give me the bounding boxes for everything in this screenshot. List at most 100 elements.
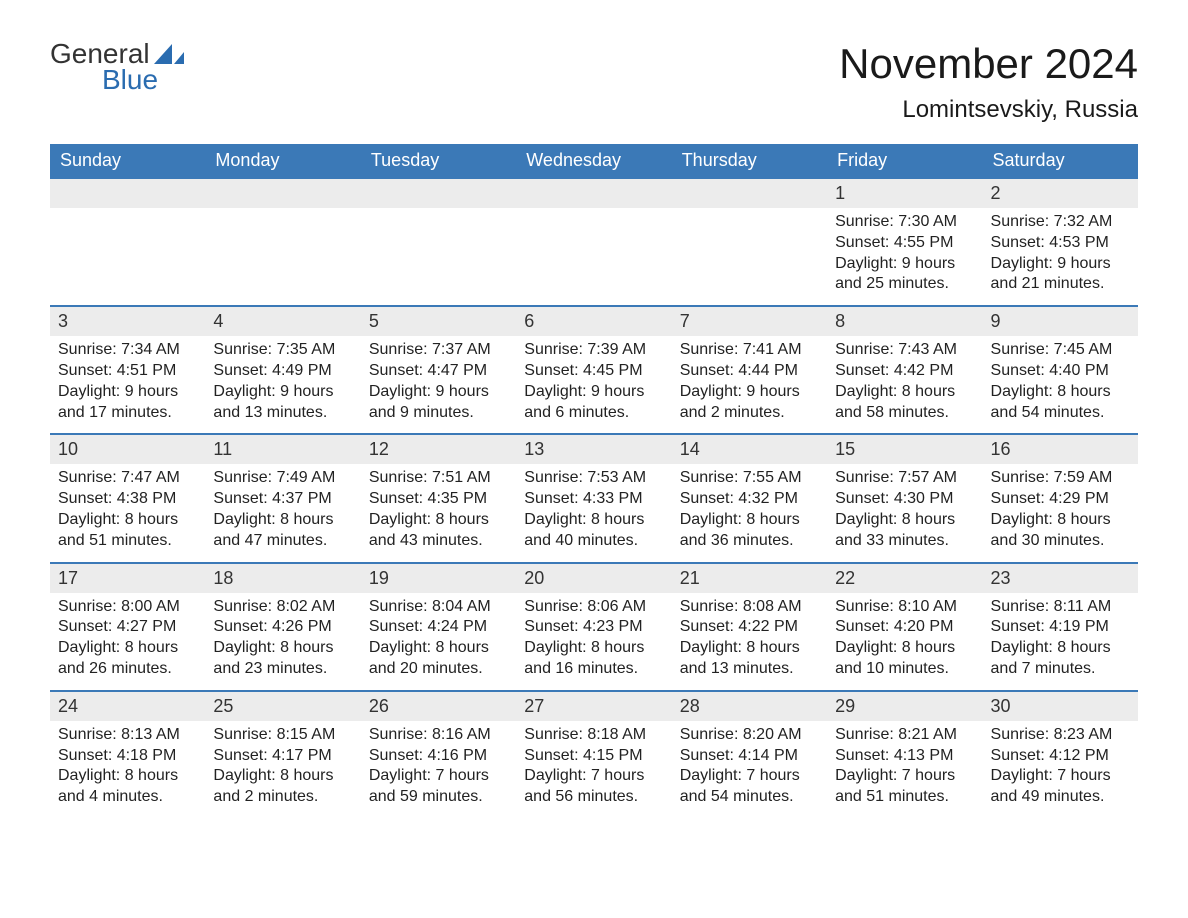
day-body: Sunrise: 8:15 AMSunset: 4:17 PMDaylight:… [205,721,360,818]
day-number: 14 [672,435,827,464]
day-body: Sunrise: 7:53 AMSunset: 4:33 PMDaylight:… [516,464,671,561]
day-d1: Daylight: 8 hours [369,638,508,659]
day-cell: 23Sunrise: 8:11 AMSunset: 4:19 PMDayligh… [983,563,1138,691]
day-d2: and 2 minutes. [680,403,819,424]
day-body: Sunrise: 8:21 AMSunset: 4:13 PMDaylight:… [827,721,982,818]
day-d2: and 16 minutes. [524,659,663,680]
day-body: Sunrise: 7:34 AMSunset: 4:51 PMDaylight:… [50,336,205,433]
day-sunset: Sunset: 4:51 PM [58,361,197,382]
day-sunrise: Sunrise: 8:00 AM [58,597,197,618]
day-sunset: Sunset: 4:22 PM [680,617,819,638]
day-d2: and 9 minutes. [369,403,508,424]
day-sunset: Sunset: 4:42 PM [835,361,974,382]
day-d1: Daylight: 8 hours [835,382,974,403]
day-d2: and 56 minutes. [524,787,663,808]
day-body: Sunrise: 8:20 AMSunset: 4:14 PMDaylight:… [672,721,827,818]
day-d1: Daylight: 8 hours [524,510,663,531]
empty-cell [516,178,671,306]
day-d1: Daylight: 8 hours [680,510,819,531]
day-body: Sunrise: 7:30 AMSunset: 4:55 PMDaylight:… [827,208,982,305]
day-d2: and 54 minutes. [991,403,1130,424]
day-d1: Daylight: 7 hours [524,766,663,787]
day-d2: and 58 minutes. [835,403,974,424]
day-number-empty [361,179,516,208]
day-sunrise: Sunrise: 8:10 AM [835,597,974,618]
day-sunrise: Sunrise: 8:13 AM [58,725,197,746]
day-cell: 22Sunrise: 8:10 AMSunset: 4:20 PMDayligh… [827,563,982,691]
day-sunset: Sunset: 4:33 PM [524,489,663,510]
day-number-empty [672,179,827,208]
day-body: Sunrise: 8:06 AMSunset: 4:23 PMDaylight:… [516,593,671,690]
day-cell: 9Sunrise: 7:45 AMSunset: 4:40 PMDaylight… [983,306,1138,434]
day-sunrise: Sunrise: 8:06 AM [524,597,663,618]
day-cell: 16Sunrise: 7:59 AMSunset: 4:29 PMDayligh… [983,434,1138,562]
day-sunrise: Sunrise: 8:15 AM [213,725,352,746]
day-sunset: Sunset: 4:18 PM [58,746,197,767]
day-cell: 24Sunrise: 8:13 AMSunset: 4:18 PMDayligh… [50,691,205,819]
day-cell: 3Sunrise: 7:34 AMSunset: 4:51 PMDaylight… [50,306,205,434]
day-d2: and 7 minutes. [991,659,1130,680]
day-body: Sunrise: 7:41 AMSunset: 4:44 PMDaylight:… [672,336,827,433]
day-d1: Daylight: 8 hours [369,510,508,531]
day-sunset: Sunset: 4:35 PM [369,489,508,510]
day-sunrise: Sunrise: 8:02 AM [213,597,352,618]
day-d2: and 59 minutes. [369,787,508,808]
day-cell: 21Sunrise: 8:08 AMSunset: 4:22 PMDayligh… [672,563,827,691]
day-sunrise: Sunrise: 7:51 AM [369,468,508,489]
day-d1: Daylight: 8 hours [835,638,974,659]
day-number: 6 [516,307,671,336]
day-number: 30 [983,692,1138,721]
day-d1: Daylight: 9 hours [213,382,352,403]
day-d2: and 23 minutes. [213,659,352,680]
day-sunrise: Sunrise: 8:04 AM [369,597,508,618]
empty-cell [672,178,827,306]
day-sunrise: Sunrise: 7:47 AM [58,468,197,489]
day-cell: 7Sunrise: 7:41 AMSunset: 4:44 PMDaylight… [672,306,827,434]
day-number: 28 [672,692,827,721]
day-cell: 13Sunrise: 7:53 AMSunset: 4:33 PMDayligh… [516,434,671,562]
day-d2: and 51 minutes. [58,531,197,552]
day-d2: and 36 minutes. [680,531,819,552]
day-sunrise: Sunrise: 8:11 AM [991,597,1130,618]
day-number: 1 [827,179,982,208]
day-sunset: Sunset: 4:12 PM [991,746,1130,767]
day-sunrise: Sunrise: 7:39 AM [524,340,663,361]
title-block: November 2024 Lomintsevskiy, Russia [839,40,1138,124]
day-d1: Daylight: 8 hours [213,510,352,531]
day-number: 16 [983,435,1138,464]
day-number: 17 [50,564,205,593]
day-number: 11 [205,435,360,464]
day-cell: 6Sunrise: 7:39 AMSunset: 4:45 PMDaylight… [516,306,671,434]
day-number: 10 [50,435,205,464]
day-cell: 25Sunrise: 8:15 AMSunset: 4:17 PMDayligh… [205,691,360,819]
day-body: Sunrise: 7:57 AMSunset: 4:30 PMDaylight:… [827,464,982,561]
day-d2: and 6 minutes. [524,403,663,424]
day-number: 20 [516,564,671,593]
day-body: Sunrise: 8:02 AMSunset: 4:26 PMDaylight:… [205,593,360,690]
day-body: Sunrise: 7:45 AMSunset: 4:40 PMDaylight:… [983,336,1138,433]
day-body: Sunrise: 7:59 AMSunset: 4:29 PMDaylight:… [983,464,1138,561]
day-cell: 30Sunrise: 8:23 AMSunset: 4:12 PMDayligh… [983,691,1138,819]
week-row: 1Sunrise: 7:30 AMSunset: 4:55 PMDaylight… [50,178,1138,306]
day-sunset: Sunset: 4:44 PM [680,361,819,382]
logo-text-blue: Blue [102,66,184,94]
day-d1: Daylight: 7 hours [680,766,819,787]
day-sunrise: Sunrise: 7:32 AM [991,212,1130,233]
calendar-table: SundayMondayTuesdayWednesdayThursdayFrid… [50,144,1138,819]
day-body: Sunrise: 7:55 AMSunset: 4:32 PMDaylight:… [672,464,827,561]
day-number: 22 [827,564,982,593]
day-d2: and 20 minutes. [369,659,508,680]
day-sunset: Sunset: 4:16 PM [369,746,508,767]
day-sunrise: Sunrise: 7:43 AM [835,340,974,361]
day-d1: Daylight: 8 hours [213,766,352,787]
day-sunrise: Sunrise: 7:35 AM [213,340,352,361]
day-d2: and 40 minutes. [524,531,663,552]
day-sunset: Sunset: 4:19 PM [991,617,1130,638]
day-cell: 27Sunrise: 8:18 AMSunset: 4:15 PMDayligh… [516,691,671,819]
day-d2: and 10 minutes. [835,659,974,680]
day-header: Tuesday [361,144,516,178]
day-cell: 17Sunrise: 8:00 AMSunset: 4:27 PMDayligh… [50,563,205,691]
empty-cell [361,178,516,306]
day-sunrise: Sunrise: 7:59 AM [991,468,1130,489]
day-d1: Daylight: 7 hours [835,766,974,787]
